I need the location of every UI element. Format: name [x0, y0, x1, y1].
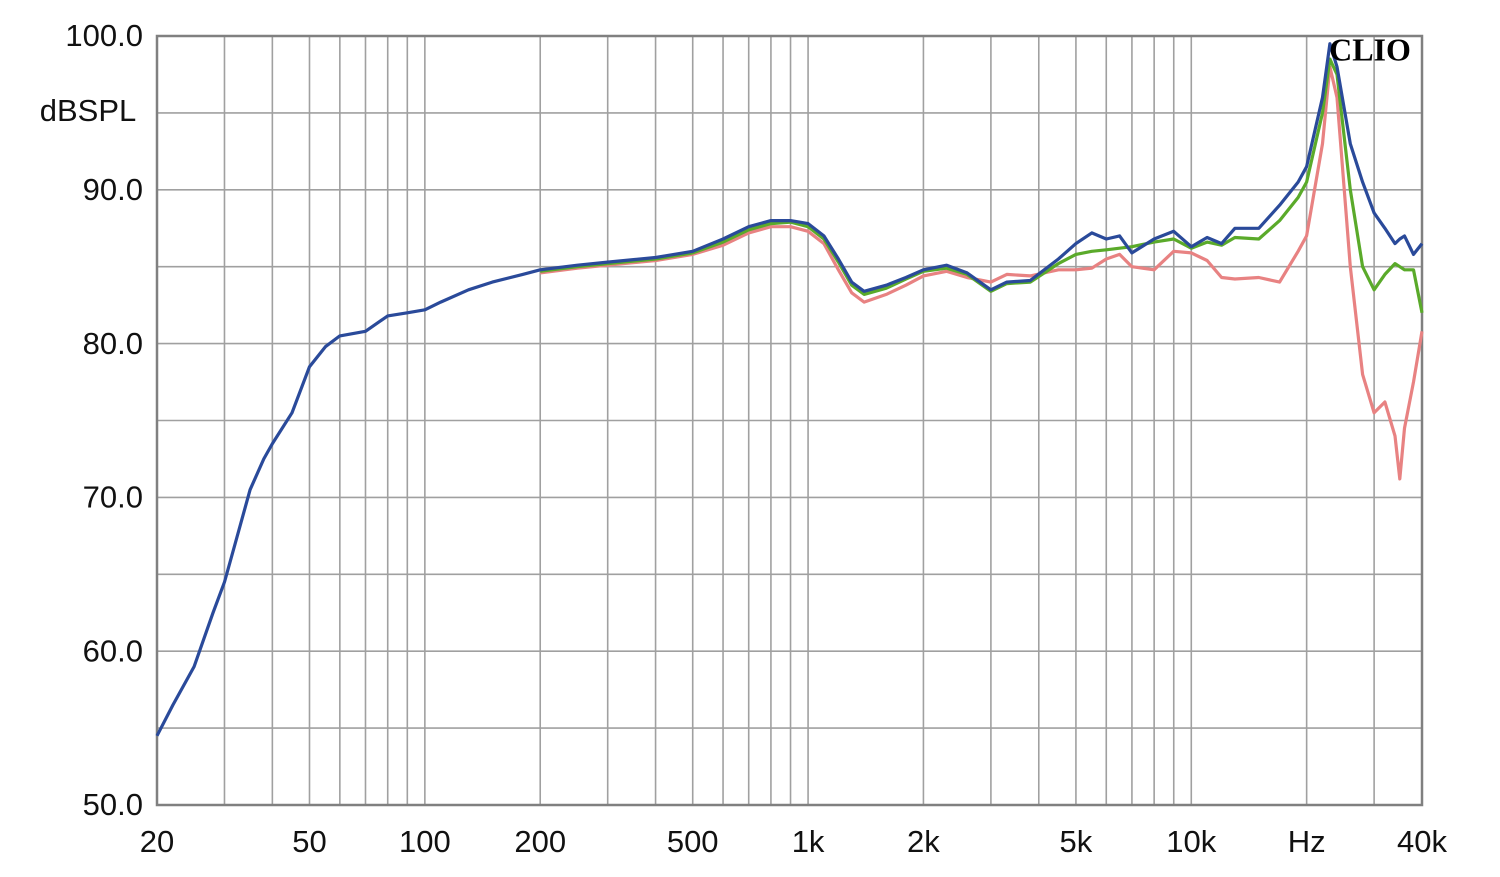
x-tick-label: 5k — [1060, 824, 1093, 859]
y-axis-label: dBSPL — [40, 93, 137, 128]
annotation: CLIO — [1329, 31, 1411, 67]
series-line — [539, 65, 1424, 481]
series-line — [155, 42, 1424, 737]
y-tick-label: 70.0 — [83, 480, 143, 515]
series-line — [540, 57, 1424, 314]
y-tick-label: 60.0 — [83, 633, 143, 668]
y-tick-label: 100.0 — [65, 18, 143, 53]
x-tick-label: 1k — [792, 824, 825, 859]
x-tick-label: 50 — [292, 824, 326, 859]
x-tick-label: 100 — [399, 824, 451, 859]
y-tick-label: 80.0 — [83, 326, 143, 361]
x-tick-label: Hz — [1288, 824, 1326, 859]
y-tick-label: 90.0 — [83, 172, 143, 207]
x-tick-label: 10k — [1166, 824, 1216, 859]
plot-border — [155, 34, 1424, 807]
y-tick-label: 50.0 — [83, 787, 143, 822]
x-tick-label: 20 — [140, 824, 174, 859]
x-tick-label: 40k — [1397, 824, 1447, 859]
x-tick-label: 200 — [514, 824, 566, 859]
x-tick-label: 2k — [907, 824, 940, 859]
x-tick-label: 500 — [667, 824, 719, 859]
